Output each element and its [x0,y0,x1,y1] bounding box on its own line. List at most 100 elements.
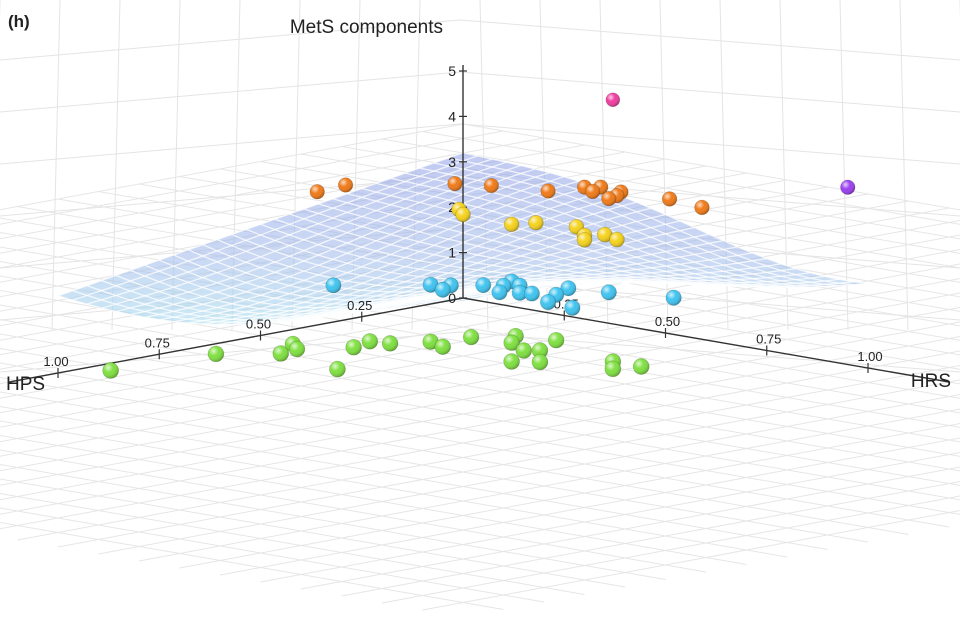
data-point [272,345,290,362]
data-point [102,362,120,379]
data-point-highlight [272,345,289,362]
data-point-highlight [540,294,556,310]
data-point-highlight [560,280,576,296]
data-point-highlight [455,207,471,222]
floor-grid-line [381,495,960,604]
data-point [422,276,439,293]
data-point [564,299,581,316]
data-point-highlight [515,342,532,359]
data-point [337,177,354,193]
data-point-highlight [491,284,508,300]
data-point [511,284,528,301]
data-point-highlight [532,342,548,359]
floor-grid-line [0,347,960,515]
data-point [447,175,463,192]
back-grid-line [459,19,960,61]
data-point [329,360,346,378]
data-point [632,358,650,375]
data-point [361,333,379,350]
back-grid-line [459,71,960,113]
floor-grid-line [0,507,545,603]
data-point [605,92,621,108]
floor-grid-line [0,350,960,530]
y-tick-label: 0.25 [347,298,372,313]
data-point [288,340,306,358]
data-point-highlight [289,341,305,357]
data-point-highlight [102,362,119,379]
z-axis-label: MetS components [290,17,443,38]
floor-grid-line [0,318,960,486]
data-point-highlight [463,329,479,345]
floor-grid-line [0,449,707,573]
data-point-highlight [601,191,617,206]
floor-grid-line [0,123,464,211]
floor-grid-line [422,131,960,225]
floor-grid-line [0,434,747,565]
floor-grid-line [0,321,960,501]
data-point [539,294,557,311]
data-point-highlight [694,200,710,215]
data-point-highlight [208,346,224,362]
data-point [207,345,225,363]
data-point [600,284,617,301]
floor-grid-line [0,376,909,535]
back-grid-line [0,71,461,113]
floor-grid-line [0,521,504,610]
back-grid-line [0,123,461,165]
surface-mesh-line [57,295,464,326]
data-point-highlight [528,215,544,231]
data-point [345,338,362,356]
data-points [102,92,856,379]
data-point [381,335,399,352]
data-point-highlight [329,361,346,378]
y-tick-label: 0.75 [145,335,170,350]
data-point-highlight [540,183,556,199]
data-point-highlight [532,354,548,370]
data-point-highlight [345,339,362,356]
data-point [503,334,520,351]
y-axis-label: HPS [6,374,45,395]
floor-grid-line [0,137,545,240]
floor-grid-line [0,144,585,254]
data-point-highlight [662,191,677,207]
data-point [455,206,471,223]
back-grid-line [111,0,121,331]
data-point [604,360,622,378]
floor-grid-line [0,362,950,528]
back-grid-line [839,0,849,331]
floor-grid-line [381,138,960,240]
data-point-highlight [633,358,650,375]
surface-mesh-line [86,284,492,321]
data-point-highlight [665,290,682,306]
floor-grid-line [0,463,666,580]
data-point-highlight [382,335,398,352]
floor-grid-line [98,393,960,555]
data-point-highlight [585,184,600,199]
back-grid-line [899,0,909,331]
data-point [840,179,856,195]
data-point-highlight [475,277,491,293]
data-point [503,353,520,370]
data-point-highlight [512,285,528,301]
floor-grid-line [179,422,960,569]
z-tick-label: 1 [448,245,456,261]
z-tick-label: 5 [448,63,456,79]
data-point [694,199,710,216]
floor-grid-line [219,437,960,576]
data-point [491,284,508,301]
floor-grid-line [0,478,626,588]
data-point-highlight [564,300,581,316]
data-point-highlight [503,353,520,370]
data-point [422,333,439,350]
surface-mesh-line [115,274,521,315]
y-tick-label: 0.50 [246,317,271,332]
data-point-highlight [325,277,342,293]
floor-grid-line [57,379,960,548]
x-tick-label: 1.00 [857,349,882,364]
data-point-highlight [524,285,540,302]
floor-grid-line [0,130,504,225]
floor-grid-line [0,405,828,550]
data-point-highlight [605,92,620,107]
floor-grid-line [0,306,960,486]
